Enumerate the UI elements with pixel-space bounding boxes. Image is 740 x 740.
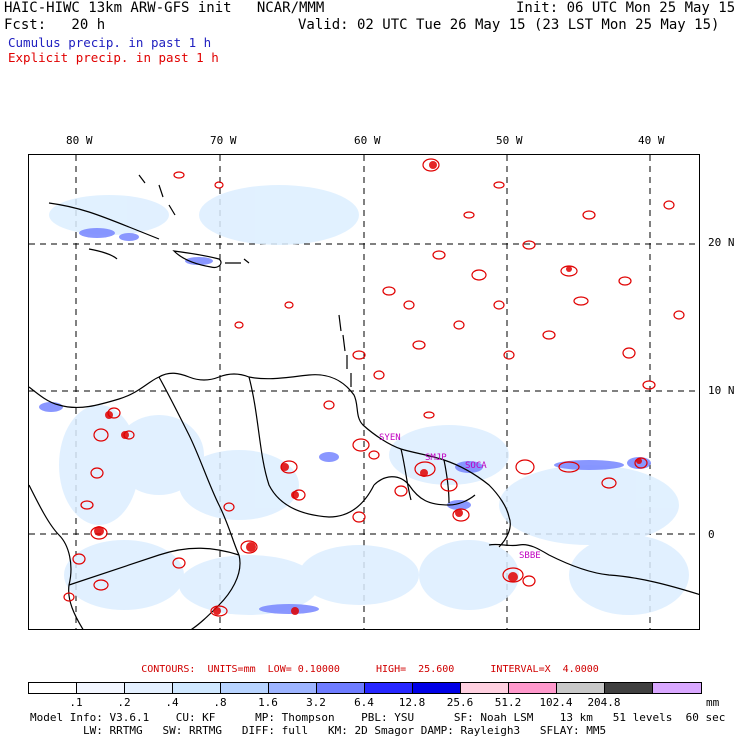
- precip-map: SYEN SMJP SOCA SBBE: [28, 154, 700, 630]
- colorbar-swatch-4: [221, 683, 269, 693]
- lon-label-80w: 80 W: [66, 134, 93, 147]
- station-label-syen: SYEN: [379, 433, 401, 443]
- forecast-hour: Fcst: 20 h: [4, 17, 106, 33]
- colorbar-swatch-7: [365, 683, 413, 693]
- coastlines: [29, 174, 699, 629]
- colorbar-tick-label: 102.4: [539, 696, 573, 709]
- cumulus-light-shading: [49, 185, 689, 615]
- lon-label-50w: 50 W: [496, 134, 523, 147]
- legend-explicit: Explicit precip. in past 1 h: [8, 50, 219, 65]
- station-label-smjp: SMJP: [425, 453, 447, 463]
- colorbar-swatch-3: [173, 683, 221, 693]
- colorbar-tick-label: 25.6: [446, 696, 474, 709]
- colorbar-swatch-12: [605, 683, 653, 693]
- colorbar-swatch-1: [77, 683, 125, 693]
- colorbar-tick-label: 12.8: [398, 696, 426, 709]
- model-info-line1: Model Info: V3.6.1 CU: KF MP: Thompson P…: [30, 711, 726, 724]
- colorbar-tick-label: 1.6: [258, 696, 278, 709]
- colorbar-tick-label: 3.2: [306, 696, 326, 709]
- map-title: HAIC-HIWC 13km ARW-GFS init NCAR/MMM: [4, 0, 325, 16]
- contours-info: CONTOURS: UNITS=mm LOW= 0.10000 HIGH= 25…: [141, 664, 599, 675]
- colorbar-swatch-0: [29, 683, 77, 693]
- init-time: Init: 06 UTC Mon 25 May 15: [516, 0, 736, 16]
- colorbar-tick-label: 6.4: [354, 696, 374, 709]
- colorbar-tick-label: .1: [69, 696, 83, 709]
- colorbar-swatch-9: [461, 683, 509, 693]
- lat-label-20n: 20 N: [708, 236, 735, 249]
- lon-label-40w: 40 W: [638, 134, 665, 147]
- colorbar-swatch-5: [269, 683, 317, 693]
- colorbar: [28, 682, 702, 694]
- colorbar-swatch-6: [317, 683, 365, 693]
- lat-label-10n: 10 N: [708, 384, 735, 397]
- explicit-precip-contours: [63, 158, 685, 617]
- colorbar-swatch-13: [653, 683, 701, 693]
- colorbar-tick-label: .4: [165, 696, 179, 709]
- map-canvas: [29, 155, 699, 629]
- colorbar-swatch-8: [413, 683, 461, 693]
- station-label-sbbe: SBBE: [519, 551, 541, 561]
- colorbar-swatch-10: [509, 683, 557, 693]
- heavy-precip-blobs: [94, 161, 642, 615]
- station-label-soca: SOCA: [465, 461, 487, 471]
- colorbar-unit: mm: [706, 696, 720, 709]
- legend-cumulus: Cumulus precip. in past 1 h: [8, 35, 212, 50]
- colorbar-tick-label: 204.8: [587, 696, 621, 709]
- lat-label-0: 0: [708, 528, 715, 541]
- colorbar-swatch-2: [125, 683, 173, 693]
- model-info-line2: LW: RRTMG SW: RRTMG DIFF: full KM: 2D Sm…: [30, 724, 607, 737]
- colorbar-tick-label: .8: [213, 696, 227, 709]
- colorbar-tick-label: .2: [117, 696, 131, 709]
- colorbar-tick-label: 51.2: [494, 696, 522, 709]
- lon-label-60w: 60 W: [354, 134, 381, 147]
- colorbar-swatch-11: [557, 683, 605, 693]
- valid-time: Valid: 02 UTC Tue 26 May 15 (23 LST Mon …: [298, 17, 720, 33]
- lon-label-70w: 70 W: [210, 134, 237, 147]
